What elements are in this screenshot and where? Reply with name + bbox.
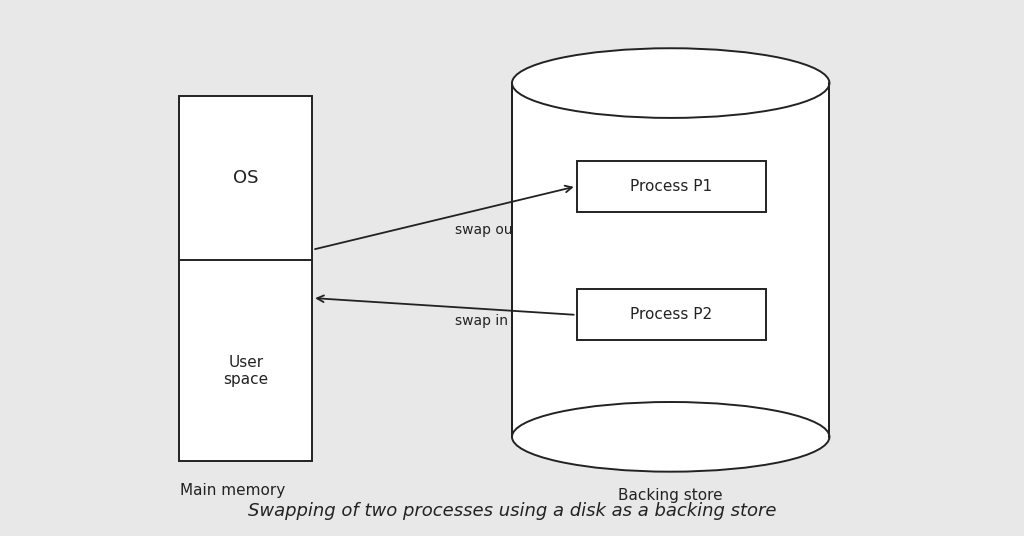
Text: Main memory: Main memory: [180, 483, 285, 498]
Ellipse shape: [512, 402, 829, 472]
Bar: [577, 289, 766, 340]
Text: OS: OS: [233, 169, 258, 188]
Text: swap out: swap out: [455, 224, 518, 237]
Text: swap in: swap in: [455, 315, 508, 329]
Ellipse shape: [512, 48, 829, 118]
Text: Backing store: Backing store: [618, 488, 723, 503]
Bar: [512, 83, 829, 437]
Text: Process P1: Process P1: [630, 179, 713, 193]
Text: User
space: User space: [223, 354, 268, 387]
Bar: [179, 96, 312, 461]
Bar: [577, 161, 766, 212]
Text: Swapping of two processes using a disk as a backing store: Swapping of two processes using a disk a…: [248, 502, 776, 520]
Text: Process P2: Process P2: [630, 308, 713, 322]
